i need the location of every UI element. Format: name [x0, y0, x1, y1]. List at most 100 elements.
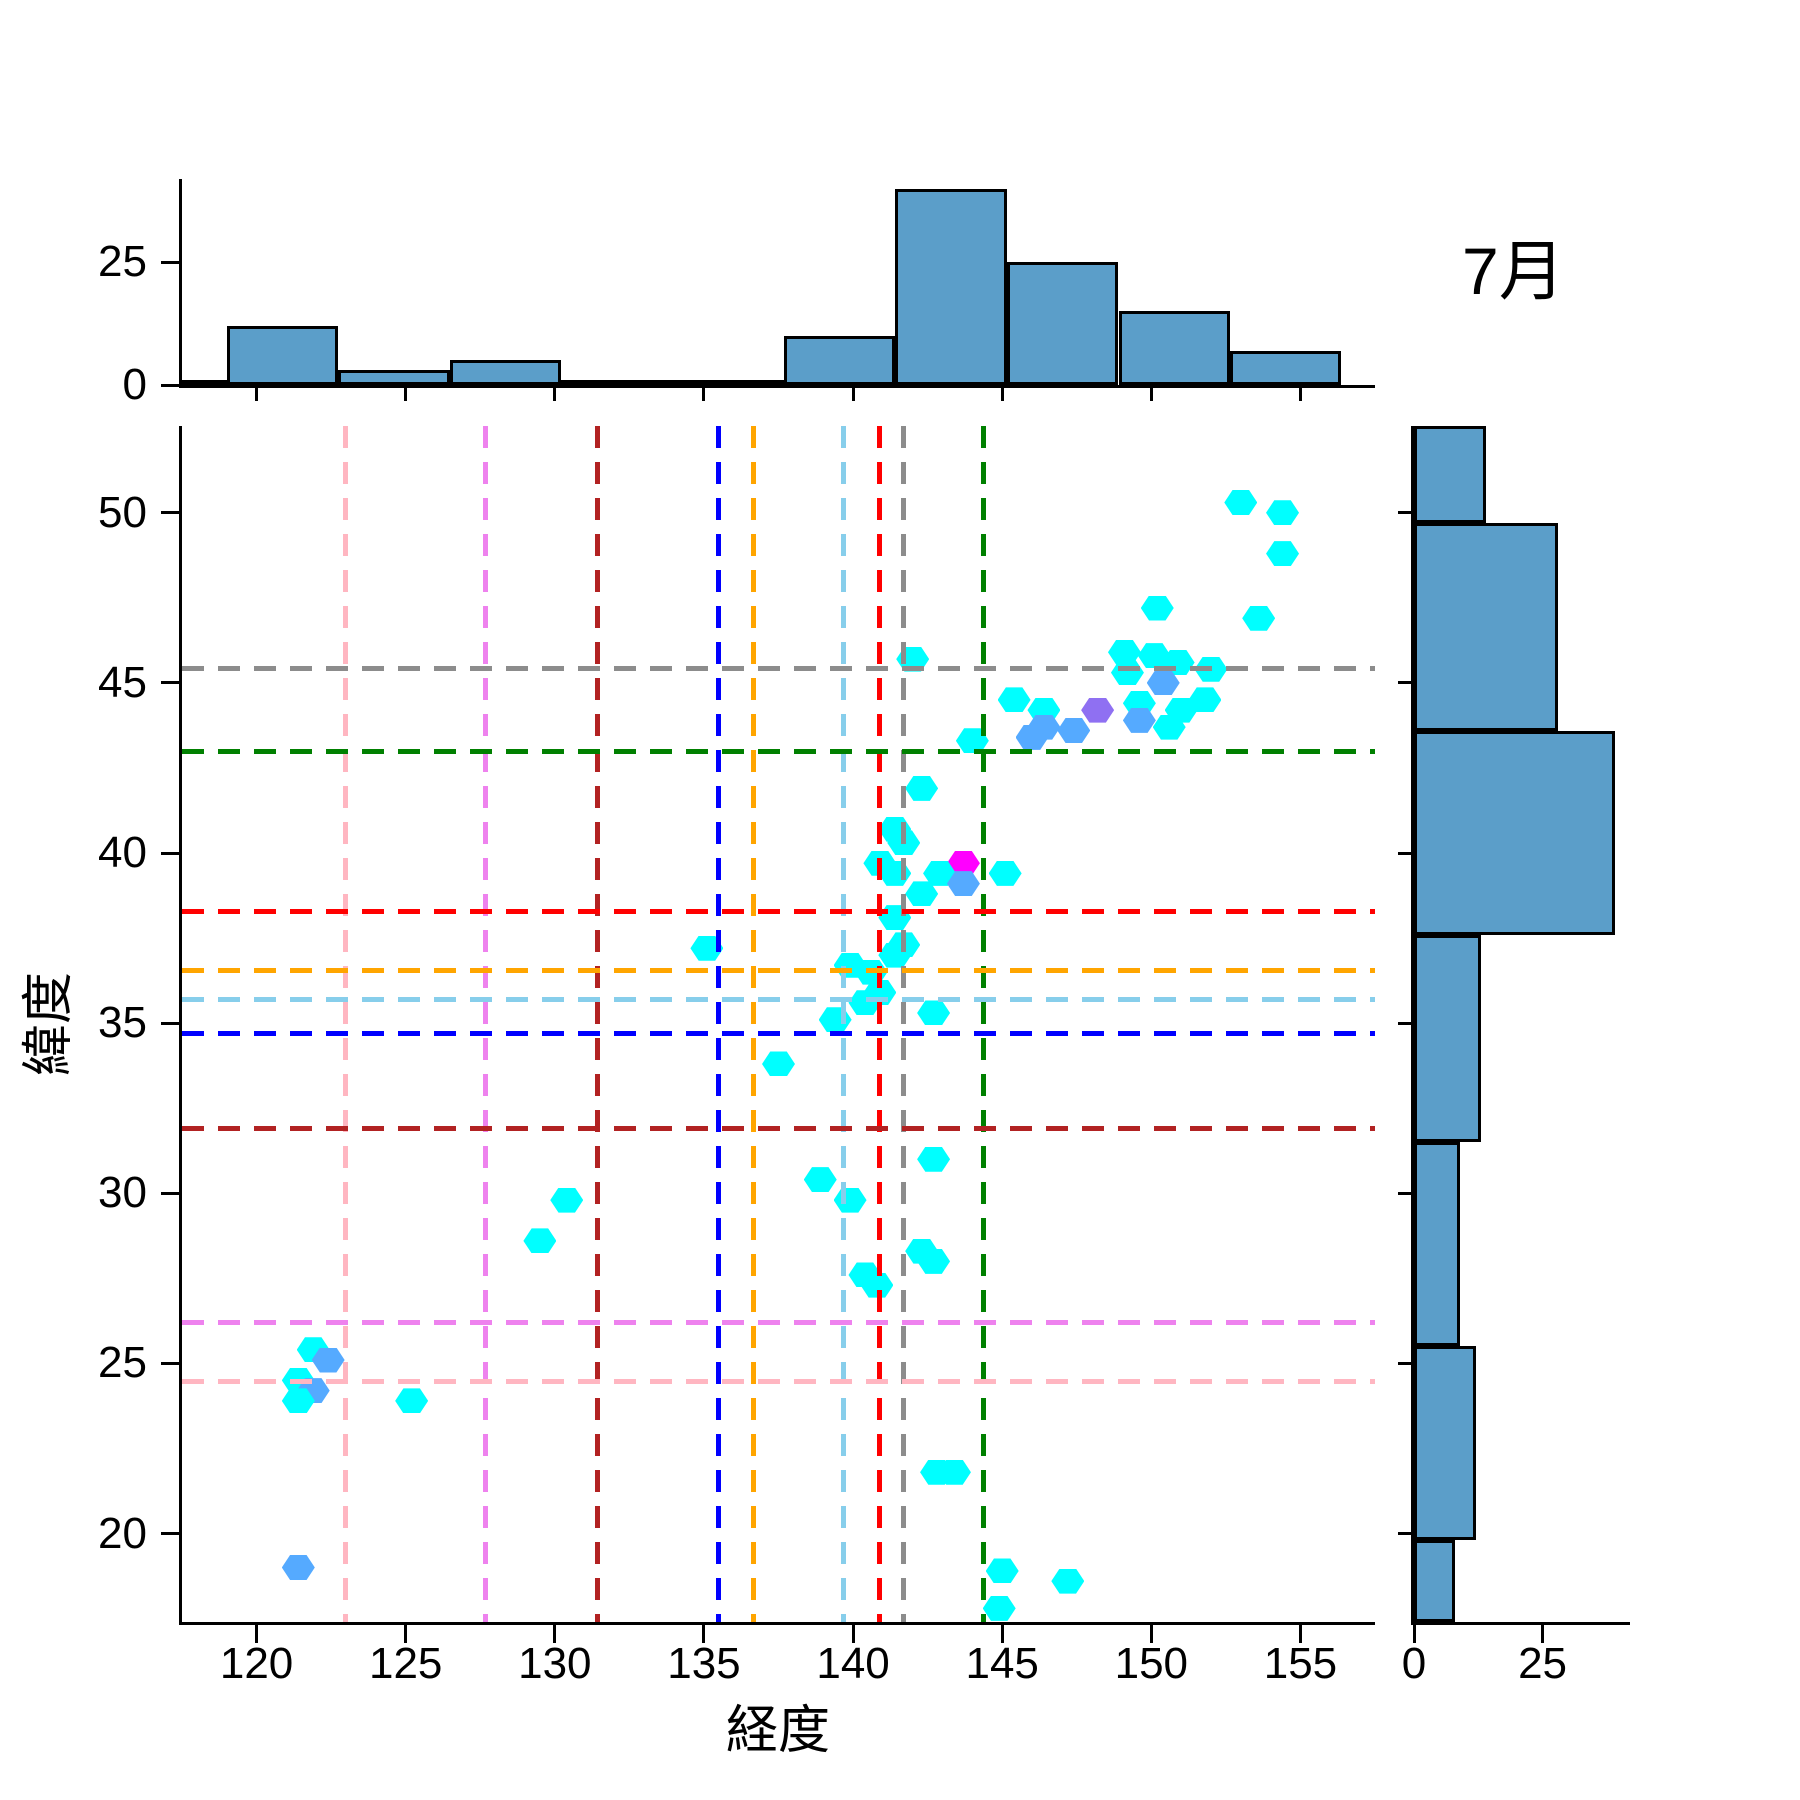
- reference-vline: [343, 426, 349, 1622]
- reference-hline: [182, 997, 1375, 1003]
- right-hist-bar: [1414, 730, 1615, 935]
- y-tick-label: 25: [98, 1338, 147, 1388]
- x-tick-label: 155: [1263, 1639, 1338, 1688]
- x-tick: [702, 1625, 706, 1643]
- x-tick-label: 150: [1114, 1639, 1189, 1688]
- right-hist-bar: [1414, 934, 1481, 1143]
- hex-marker: [997, 687, 1031, 713]
- hex-marker: [905, 775, 939, 801]
- right-hist-x-tick-label: 25: [1518, 1639, 1568, 1688]
- hex-marker: [1122, 707, 1156, 733]
- reference-vline: [594, 426, 600, 1622]
- right-hist-y-tick: [1398, 681, 1411, 685]
- top-hist-x-tick: [1149, 388, 1153, 401]
- reference-vline: [900, 426, 906, 1622]
- top-hist-y-tick: [161, 260, 179, 264]
- main-left-spine: [179, 426, 182, 1625]
- figure-title: 7月: [1462, 234, 1565, 308]
- x-tick: [255, 1625, 259, 1643]
- top-hist-bar: [182, 380, 227, 385]
- reference-vline: [750, 426, 756, 1622]
- x-tick-label: 145: [965, 1639, 1039, 1688]
- reference-vline: [876, 426, 882, 1622]
- hex-marker: [988, 860, 1022, 886]
- right-hist-bar: [1414, 1540, 1456, 1622]
- top-hist-x-tick: [553, 388, 557, 401]
- hex-marker: [1015, 724, 1049, 750]
- hex-marker: [550, 1187, 584, 1213]
- hex-marker: [848, 990, 882, 1016]
- hex-marker: [1242, 605, 1276, 631]
- hex-marker: [803, 1167, 837, 1193]
- top-hist-left-spine: [179, 179, 182, 388]
- hex-marker: [878, 860, 912, 886]
- top-hist-bar: [449, 360, 562, 385]
- hex-marker: [878, 905, 912, 931]
- hex-marker: [982, 1595, 1016, 1621]
- top-hist-x-tick: [1000, 388, 1004, 401]
- right-hist-y-tick: [1398, 1191, 1411, 1195]
- top-hist-x-tick: [404, 388, 408, 401]
- top-hist-x-tick: [851, 388, 855, 401]
- hex-marker: [985, 1558, 1019, 1584]
- reference-vline: [483, 426, 489, 1622]
- right-hist-x-tick-label: 0: [1401, 1639, 1427, 1688]
- y-tick-label: 30: [98, 1168, 147, 1218]
- hex-marker: [917, 1146, 951, 1172]
- reference-hline: [182, 1319, 1375, 1325]
- y-tick: [161, 1361, 179, 1365]
- x-tick: [1149, 1625, 1153, 1643]
- y-tick: [161, 851, 179, 855]
- y-tick-label: 50: [98, 487, 147, 537]
- hex-marker: [1152, 714, 1186, 740]
- reference-vline: [841, 426, 847, 1622]
- y-tick: [161, 511, 179, 515]
- x-tick: [1298, 1625, 1302, 1643]
- top-hist-bar: [1229, 350, 1342, 385]
- hex-marker: [762, 1051, 795, 1077]
- hex-marker: [833, 1187, 867, 1213]
- reference-hline: [182, 749, 1375, 755]
- top-marginal-histogram: [182, 179, 1375, 385]
- reference-vline: [716, 426, 722, 1622]
- y-tick-label: 35: [98, 998, 147, 1048]
- x-tick: [1000, 1625, 1004, 1643]
- reference-hline: [182, 1125, 1375, 1131]
- hex-marker: [1110, 660, 1144, 686]
- top-hist-bar: [784, 335, 896, 385]
- hex-marker: [818, 1007, 852, 1033]
- right-hist-y-tick: [1398, 1532, 1411, 1536]
- hex-marker: [1081, 697, 1115, 723]
- hex-marker: [395, 1388, 429, 1414]
- x-tick-label: 130: [518, 1639, 592, 1688]
- y-tick-label: 40: [98, 828, 147, 878]
- x-axis-label: 経度: [725, 1702, 830, 1760]
- x-tick-label: 140: [816, 1639, 890, 1688]
- top-hist-bar: [1118, 311, 1230, 385]
- top-hist-y-tick-label: 25: [98, 237, 147, 287]
- hex-marker: [1051, 1568, 1085, 1594]
- top-hist-x-tick: [1298, 388, 1302, 401]
- top-hist-x-tick: [702, 388, 706, 401]
- x-tick: [851, 1625, 855, 1643]
- hex-marker: [523, 1228, 557, 1254]
- y-tick-label: 45: [98, 657, 147, 707]
- right-hist-x-tick: [1541, 1625, 1545, 1643]
- right-hist-bar: [1414, 522, 1558, 731]
- right-hist-left-spine: [1411, 426, 1414, 1625]
- hex-marker: [281, 1555, 315, 1581]
- hex-marker: [1224, 490, 1258, 516]
- right-hist-bar: [1414, 1142, 1461, 1347]
- x-tick: [553, 1625, 557, 1643]
- top-hist-y-tick: [161, 383, 179, 387]
- right-marginal-histogram: [1414, 426, 1630, 1622]
- hex-marker: [1146, 670, 1180, 696]
- right-hist-x-tick: [1412, 1625, 1416, 1643]
- y-tick: [161, 1191, 179, 1195]
- right-hist-bar: [1414, 1346, 1476, 1541]
- hex-marker: [1057, 718, 1091, 744]
- reference-hline: [182, 967, 1375, 973]
- reference-hline: [182, 666, 1375, 672]
- reference-vline: [980, 426, 986, 1622]
- top-hist-y-tick-label: 0: [122, 360, 147, 409]
